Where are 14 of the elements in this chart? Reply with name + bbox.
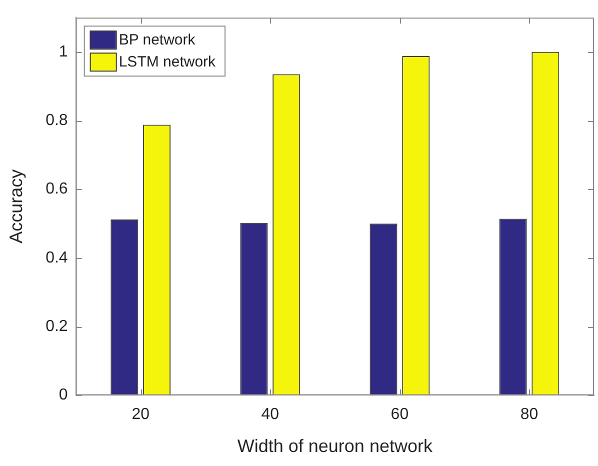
x-tick-label: 80 [520, 406, 538, 424]
y-axis-title: Accuracy [6, 169, 26, 244]
y-tick-label: 0.6 [46, 180, 68, 198]
y-tick-label: 0 [58, 386, 68, 404]
x-tick-label: 40 [261, 406, 280, 424]
legend-label: LSTM network [118, 54, 216, 71]
legend-label: BP network [118, 32, 196, 49]
x-tick-label: 60 [390, 406, 409, 424]
y-tick-label: 0.2 [46, 318, 68, 335]
y-tick-label: 0.4 [46, 249, 68, 266]
x-axis-title: Width of neuron network [237, 436, 434, 456]
y-tick-label: 0.8 [46, 112, 68, 129]
x-tick-label: 20 [132, 406, 150, 424]
y-tick-label: 1 [58, 43, 68, 60]
